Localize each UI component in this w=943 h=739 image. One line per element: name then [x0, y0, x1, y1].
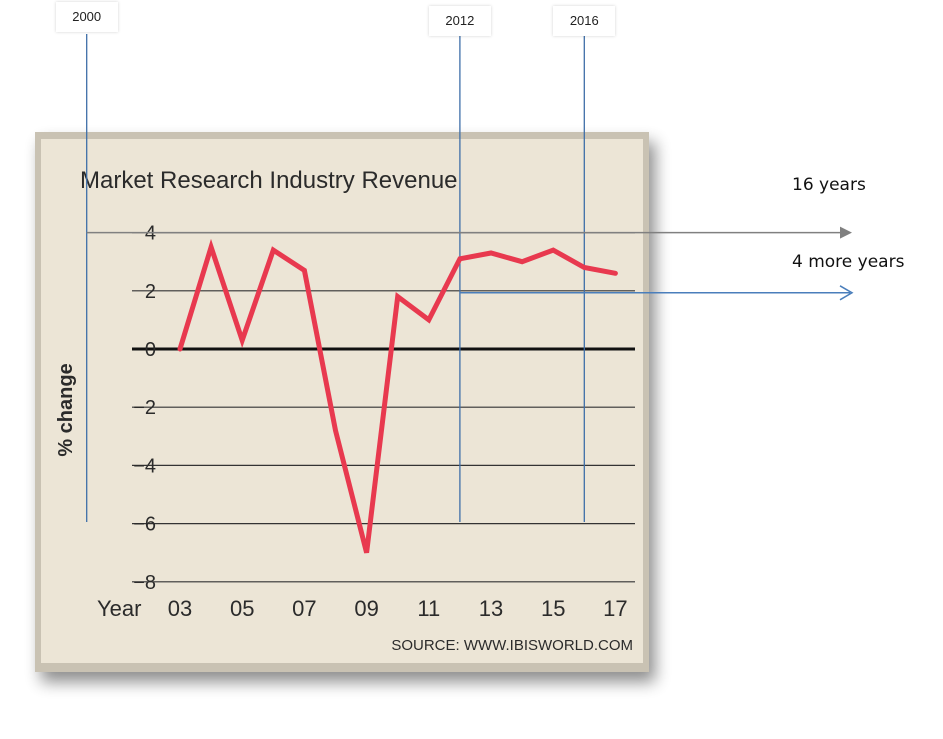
x-tick-label: 09: [354, 596, 378, 621]
x-tick-label: 17: [603, 596, 627, 621]
chart-title: Market Research Industry Revenue: [80, 167, 458, 194]
x-tick-label: 03: [168, 596, 192, 621]
y-tick-label: −6: [133, 514, 156, 536]
source-note: SOURCE: WWW.IBISWORLD.COM: [391, 637, 633, 654]
y-tick-label: −2: [133, 397, 156, 419]
y-tick-label: −8: [133, 572, 156, 594]
x-tick-label: 13: [479, 596, 503, 621]
x-tick-label: 15: [541, 596, 565, 621]
series-layer: [177, 238, 618, 554]
duration-note: 16 years: [792, 175, 866, 195]
y-axis-label: % change: [55, 363, 77, 456]
y-tick-label: 4: [145, 223, 156, 245]
x-tick-label: 11: [417, 596, 440, 621]
grid-layer: 4 2 0 −2 −4 −6 −8: [132, 223, 635, 594]
year-marker-label: 2016: [553, 6, 616, 36]
duration-note: 4 more years: [792, 252, 905, 272]
y-tick-label: 2: [145, 281, 156, 303]
arrow-head: [840, 226, 852, 239]
y-tick-label: −4: [133, 455, 156, 477]
x-tick-labels: 03 05 07 09 11 13 15 17: [168, 596, 628, 621]
annotation-lines: [86, 34, 854, 522]
x-axis-prefix: Year: [97, 596, 141, 621]
y-tick-label: 0: [145, 339, 156, 361]
x-tick-label: 07: [292, 596, 316, 621]
chart-panel: [41, 139, 643, 663]
year-marker-label: 2000: [55, 2, 118, 32]
year-marker-label: 2012: [428, 6, 491, 36]
x-tick-label: 05: [230, 596, 254, 621]
arrow-head: [839, 285, 854, 301]
